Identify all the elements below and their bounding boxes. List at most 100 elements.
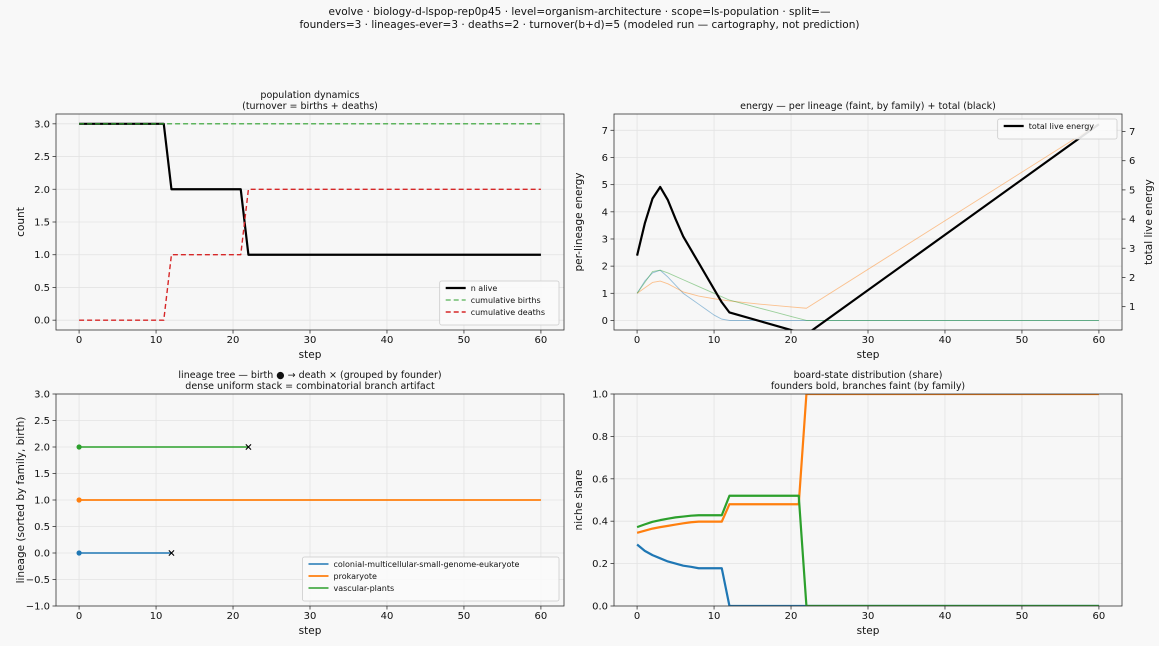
y-tick-label: 0.2 xyxy=(592,559,608,570)
chart-title-line: dense uniform stack = combinatorial bran… xyxy=(185,381,435,392)
y-tick-label-right: 2 xyxy=(1129,273,1135,284)
y-tick-label-right: 4 xyxy=(1129,215,1135,226)
x-tick-label: 0 xyxy=(634,335,640,346)
y-tick-label-right: 7 xyxy=(1129,127,1135,138)
x-tick-label: 40 xyxy=(381,335,394,346)
legend: total live energy xyxy=(997,118,1118,140)
chart-title-line: board-state distribution (share) xyxy=(794,370,943,381)
series-group xyxy=(76,444,541,556)
chart-title-line: population dynamics xyxy=(260,90,359,101)
y-tick-label-right: 5 xyxy=(1129,185,1135,196)
x-tick-label: 0 xyxy=(76,335,82,346)
y-tick-label: −0.5 xyxy=(26,575,50,586)
figure-suptitle-line2: founders=3 · lineages-ever=3 · deaths=2 … xyxy=(299,19,860,31)
series-line-colonial-multicellular-small-genome-eukaryote xyxy=(636,269,1099,321)
x-tick-label: 0 xyxy=(76,611,82,622)
y-tick-label: 0.0 xyxy=(34,316,50,327)
y-tick-label: 4 xyxy=(602,207,608,218)
x-axis-label: step xyxy=(857,625,880,637)
legend-entry: cumulative deaths xyxy=(471,308,545,317)
y-tick-label: 3 xyxy=(602,234,608,245)
legend-box xyxy=(302,556,560,602)
y-tick-label: 2.5 xyxy=(34,416,50,427)
chart-title-line: lineage tree — birth ● → death × (groupe… xyxy=(178,370,441,381)
series-line-n-alive xyxy=(79,122,541,256)
y-tick-label: 0.5 xyxy=(34,283,50,294)
x-tick-label: 20 xyxy=(785,335,798,346)
y-tick-label: 6 xyxy=(602,153,608,164)
x-tick-label: 20 xyxy=(227,611,240,622)
y-tick-label: 2.0 xyxy=(34,443,50,454)
x-tick-label: 40 xyxy=(381,611,394,622)
legend: n alive cumulative births cumulative death… xyxy=(439,280,560,326)
birth-marker xyxy=(76,444,82,450)
x-tick-label: 10 xyxy=(150,611,163,622)
y-tick-label: 3.0 xyxy=(34,390,50,401)
x-tick-label: 30 xyxy=(304,611,317,622)
y-tick-label: 1.5 xyxy=(34,469,50,480)
y-tick-label: 1.0 xyxy=(34,496,50,507)
x-axis-label: step xyxy=(857,349,880,361)
chart-title-line: founders bold, branches faint (by family… xyxy=(771,381,965,392)
x-tick-label: 60 xyxy=(535,335,548,346)
death-marker xyxy=(168,550,175,556)
series-line-cumulative-deaths xyxy=(79,188,541,321)
y-axis-label: lineage (sorted by family, birth) xyxy=(15,417,27,584)
y-axis-label: niche share xyxy=(573,470,585,531)
x-tick-label: 30 xyxy=(304,335,317,346)
series-group xyxy=(636,394,1099,606)
series-line-vascular-plants xyxy=(636,494,1099,606)
x-tick-label: 20 xyxy=(785,611,798,622)
y-axis-label: per-lineage energy xyxy=(573,173,585,272)
y-tick-label: 1.0 xyxy=(592,390,608,401)
x-tick-label: 30 xyxy=(862,611,875,622)
x-tick-label: 50 xyxy=(1016,335,1029,346)
y-tick-label: 0.6 xyxy=(592,474,608,485)
birth-marker xyxy=(76,497,82,503)
legend-entry: cumulative births xyxy=(471,296,541,305)
y-tick-label: 0.0 xyxy=(592,602,608,613)
y-tick-label: 2.0 xyxy=(34,185,50,196)
x-tick-label: 40 xyxy=(939,611,952,622)
x-tick-label: 60 xyxy=(1093,335,1106,346)
y-tick-label: −1.0 xyxy=(26,602,50,613)
x-tick-label: 0 xyxy=(634,611,640,622)
x-tick-label: 50 xyxy=(1016,611,1029,622)
series-line-colonial-multicellular-small-genome-eukaryote xyxy=(636,543,1099,606)
y-tick-label: 0.5 xyxy=(34,522,50,533)
chart-title-line: (turnover = births + deaths) xyxy=(242,101,378,112)
y-tick-label-right: 6 xyxy=(1129,156,1135,167)
legend-box xyxy=(997,118,1118,140)
y-tick-label: 3.0 xyxy=(34,119,50,130)
x-tick-label: 30 xyxy=(862,335,875,346)
legend-entry: vascular-plants xyxy=(334,584,395,593)
x-tick-label: 20 xyxy=(227,335,240,346)
series-line-vascular-plants xyxy=(636,269,1099,321)
x-tick-label: 50 xyxy=(458,611,471,622)
y-tick-label: 7 xyxy=(602,126,608,137)
series-line-total-live-energy xyxy=(636,123,1100,330)
birth-marker xyxy=(76,550,82,556)
x-axis-label: step xyxy=(299,349,322,361)
legend-box xyxy=(439,280,560,326)
legend-entry: prokaryote xyxy=(334,572,378,581)
legend-entry: n alive xyxy=(471,284,498,293)
y-tick-label: 1.5 xyxy=(34,218,50,229)
chart-population: 0 10 20 30 40 50 60 0.0 0.5 1.0 1.5 2.0 2.5 3.0 step co… xyxy=(15,90,565,361)
x-tick-label: 10 xyxy=(150,335,163,346)
x-tick-label: 10 xyxy=(708,611,721,622)
y-tick-label: 1.0 xyxy=(34,250,50,261)
chart-energy: 0 10 20 30 40 50 60 0 1 2 3 4 5 6 7 1 2 3 4 5 6 7 step per-line… xyxy=(573,101,1155,361)
x-tick-label: 10 xyxy=(708,335,721,346)
series-group xyxy=(79,122,541,321)
chart-title-line: energy — per lineage (faint, by family) … xyxy=(740,101,996,112)
y-tick-label: 2.5 xyxy=(34,152,50,163)
legend: colonial-multicellular-small-genome-euka… xyxy=(302,556,560,602)
y-axis-label: count xyxy=(15,207,27,237)
legend-entry: total live energy xyxy=(1029,122,1095,131)
x-tick-label: 40 xyxy=(939,335,952,346)
x-tick-label: 50 xyxy=(458,335,471,346)
y-tick-label: 0 xyxy=(602,316,608,327)
y-tick-label: 1 xyxy=(602,289,608,300)
